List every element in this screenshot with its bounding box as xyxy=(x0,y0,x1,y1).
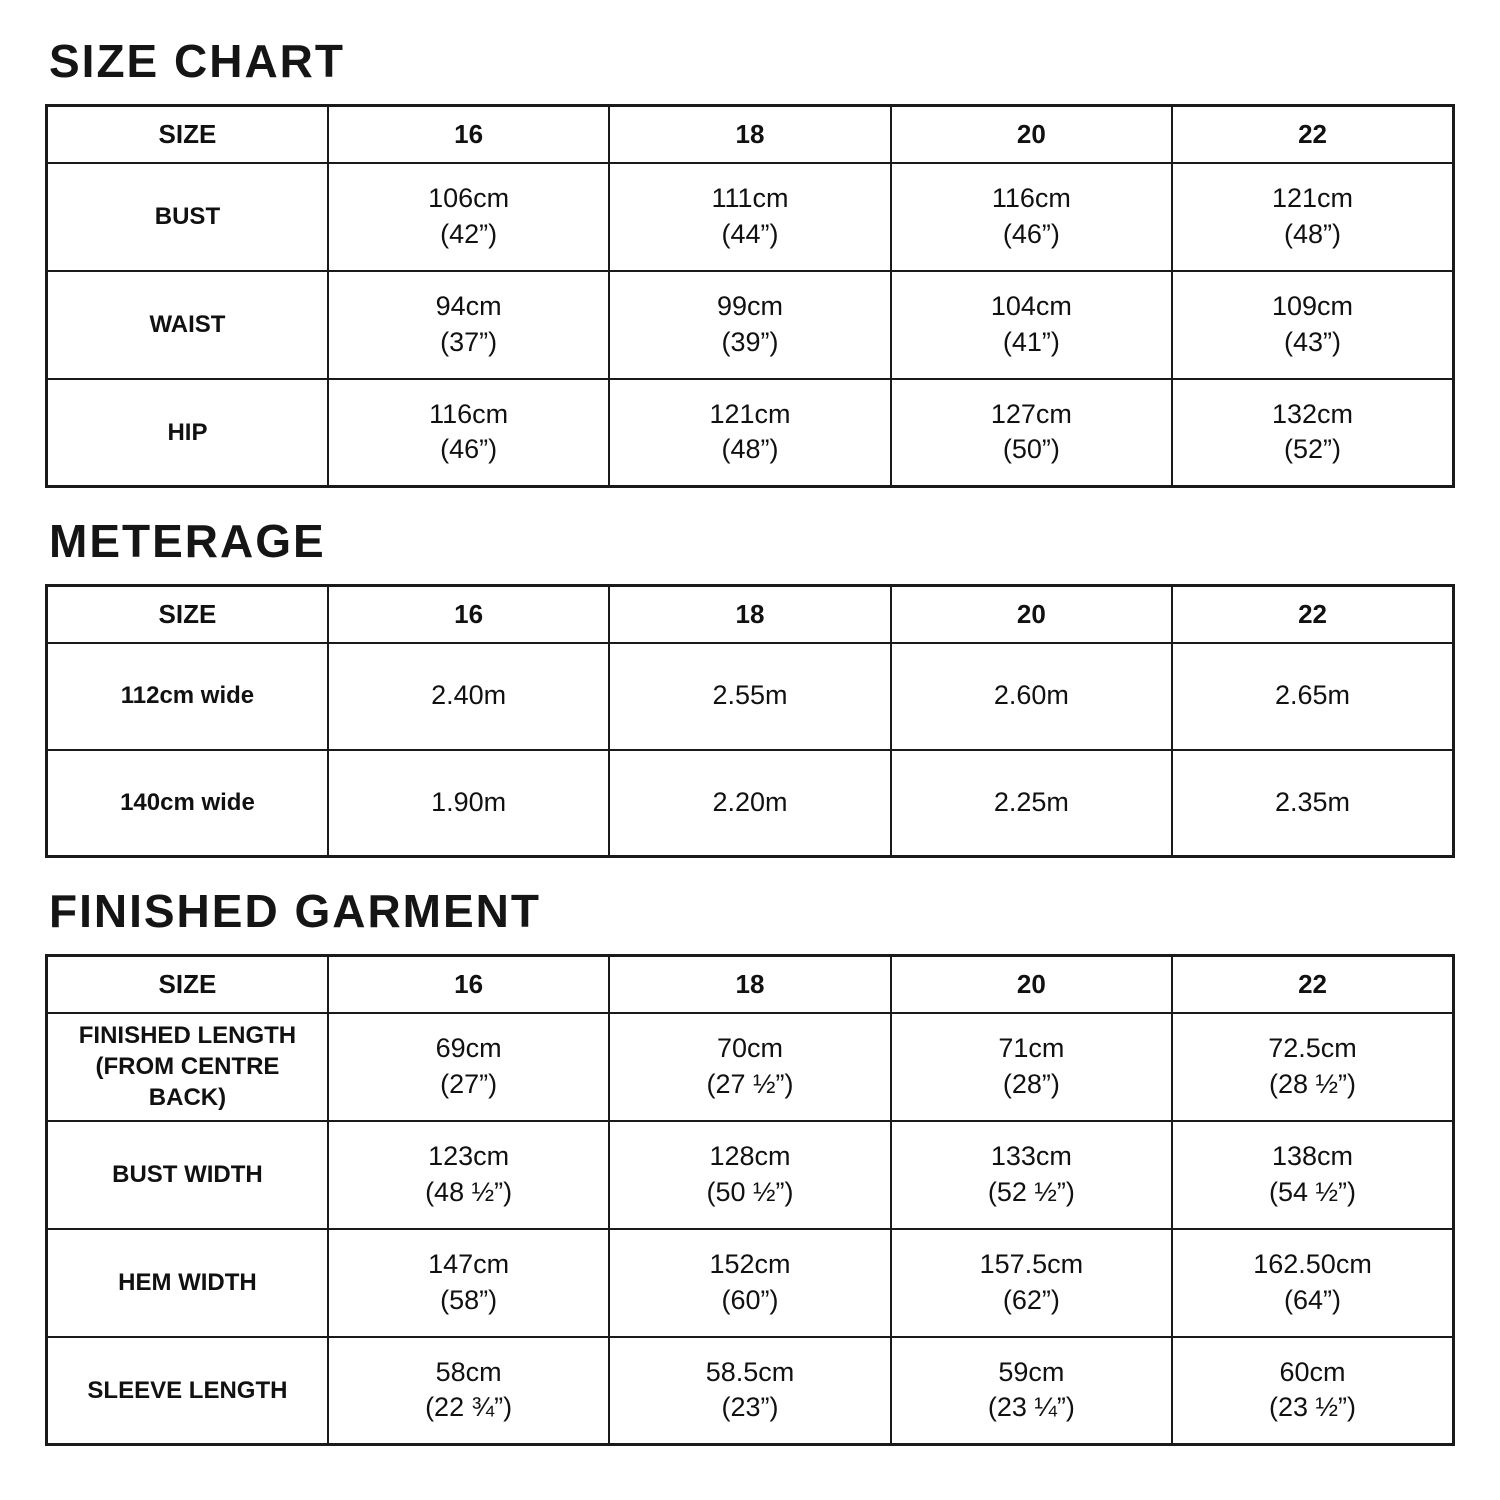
header-cell-20: 20 xyxy=(889,104,1174,164)
table-cell: 2.25m xyxy=(889,748,1174,858)
row-label: 112cm wide xyxy=(45,641,329,751)
row-label: BUST WIDTH xyxy=(45,1119,329,1230)
table-cell: 109cm (43”) xyxy=(1171,269,1455,380)
table-cell: 111cm (44”) xyxy=(608,161,892,272)
table-cell: 104cm (41”) xyxy=(889,269,1174,380)
table-cell: 162.50cm (64”) xyxy=(1171,1227,1455,1338)
header-cell-16: 16 xyxy=(326,954,611,1014)
table-cell: 132cm (52”) xyxy=(1171,377,1455,488)
row-label: WAIST xyxy=(45,269,329,380)
table-cell: 121cm (48”) xyxy=(1171,161,1455,272)
table-cell: 157.5cm (62”) xyxy=(889,1227,1174,1338)
table-cell: 1.90m xyxy=(326,748,611,858)
table-row-hip: HIP 116cm (46”) 121cm (48”) 127cm (50”) … xyxy=(45,377,1455,488)
header-cell-18: 18 xyxy=(608,954,892,1014)
table-row-112cm-wide: 112cm wide 2.40m 2.55m 2.60m 2.65m xyxy=(45,641,1455,751)
finished-garment-table: SIZE 16 18 20 22 FINISHED LENGTH (FROM C… xyxy=(45,954,1455,1446)
table-header-row: SIZE 16 18 20 22 xyxy=(45,104,1455,164)
row-label: 140cm wide xyxy=(45,748,329,858)
row-label: FINISHED LENGTH (FROM CENTRE BACK) xyxy=(45,1011,329,1122)
header-cell-22: 22 xyxy=(1171,954,1455,1014)
section-title: FINISHED GARMENT xyxy=(49,885,541,937)
table-cell: 2.35m xyxy=(1171,748,1455,858)
table-cell: 2.20m xyxy=(608,748,892,858)
header-cell-20: 20 xyxy=(889,584,1174,644)
table-cell: 116cm (46”) xyxy=(889,161,1174,272)
table-cell: 2.60m xyxy=(889,641,1174,751)
table-cell: 94cm (37”) xyxy=(326,269,611,380)
table-cell: 2.40m xyxy=(326,641,611,751)
section-title: SIZE CHART xyxy=(49,35,345,87)
header-cell-size: SIZE xyxy=(45,104,329,164)
table-cell: 147cm (58”) xyxy=(326,1227,611,1338)
table-cell: 58cm (22 ¾”) xyxy=(326,1335,611,1446)
row-label: SLEEVE LENGTH xyxy=(45,1335,329,1446)
header-cell-size: SIZE xyxy=(45,584,329,644)
row-label: HIP xyxy=(45,377,329,488)
header-cell-18: 18 xyxy=(608,104,892,164)
table-cell: 123cm (48 ½”) xyxy=(326,1119,611,1230)
table-cell: 116cm (46”) xyxy=(326,377,611,488)
table-cell: 121cm (48”) xyxy=(608,377,892,488)
header-cell-16: 16 xyxy=(326,104,611,164)
table-cell: 128cm (50 ½”) xyxy=(608,1119,892,1230)
table-cell: 99cm (39”) xyxy=(608,269,892,380)
row-label: HEM WIDTH xyxy=(45,1227,329,1338)
size-chart-table: SIZE 16 18 20 22 BUST 106cm (42”) 111cm … xyxy=(45,104,1455,488)
table-cell: 138cm (54 ½”) xyxy=(1171,1119,1455,1230)
table-row-hem-width: HEM WIDTH 147cm (58”) 152cm (60”) 157.5c… xyxy=(45,1227,1455,1338)
table-row-waist: WAIST 94cm (37”) 99cm (39”) 104cm (41”) … xyxy=(45,269,1455,380)
table-cell: 58.5cm (23”) xyxy=(608,1335,892,1446)
header-cell-16: 16 xyxy=(326,584,611,644)
table-row-sleeve-length: SLEEVE LENGTH 58cm (22 ¾”) 58.5cm (23”) … xyxy=(45,1335,1455,1446)
header-cell-22: 22 xyxy=(1171,104,1455,164)
table-cell: 127cm (50”) xyxy=(889,377,1174,488)
table-cell: 152cm (60”) xyxy=(608,1227,892,1338)
table-cell: 106cm (42”) xyxy=(326,161,611,272)
row-label: BUST xyxy=(45,161,329,272)
section-size-chart: SIZE CHART SIZE 16 18 20 22 BUST 106cm (… xyxy=(45,34,1455,488)
header-cell-size: SIZE xyxy=(45,954,329,1014)
table-header-row: SIZE 16 18 20 22 xyxy=(45,954,1455,1014)
table-cell: 72.5cm (28 ½”) xyxy=(1171,1011,1455,1122)
table-cell: 60cm (23 ½”) xyxy=(1171,1335,1455,1446)
table-cell: 70cm (27 ½”) xyxy=(608,1011,892,1122)
header-cell-18: 18 xyxy=(608,584,892,644)
header-cell-20: 20 xyxy=(889,954,1174,1014)
table-cell: 69cm (27”) xyxy=(326,1011,611,1122)
table-cell: 59cm (23 ¼”) xyxy=(889,1335,1174,1446)
section-meterage: METERAGE SIZE 16 18 20 22 112cm wide 2.4… xyxy=(45,514,1455,858)
meterage-table: SIZE 16 18 20 22 112cm wide 2.40m 2.55m … xyxy=(45,584,1455,858)
header-cell-22: 22 xyxy=(1171,584,1455,644)
table-header-row: SIZE 16 18 20 22 xyxy=(45,584,1455,644)
table-row-bust-width: BUST WIDTH 123cm (48 ½”) 128cm (50 ½”) 1… xyxy=(45,1119,1455,1230)
table-cell: 2.65m xyxy=(1171,641,1455,751)
section-finished-garment: FINISHED GARMENT SIZE 16 18 20 22 FINISH… xyxy=(45,884,1455,1446)
section-title: METERAGE xyxy=(49,515,326,567)
table-row-bust: BUST 106cm (42”) 111cm (44”) 116cm (46”)… xyxy=(45,161,1455,272)
table-cell: 2.55m xyxy=(608,641,892,751)
table-row-140cm-wide: 140cm wide 1.90m 2.20m 2.25m 2.35m xyxy=(45,748,1455,858)
table-cell: 71cm (28”) xyxy=(889,1011,1174,1122)
table-cell: 133cm (52 ½”) xyxy=(889,1119,1174,1230)
table-row-finished-length: FINISHED LENGTH (FROM CENTRE BACK) 69cm … xyxy=(45,1011,1455,1122)
